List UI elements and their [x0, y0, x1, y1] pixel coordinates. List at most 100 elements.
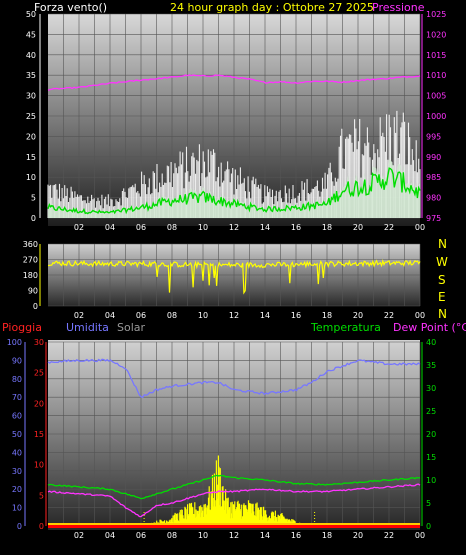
direction-xtick-14: 14: [260, 311, 270, 320]
pressure-ytick-990: 990: [426, 153, 441, 162]
direction-xtick-08: 08: [167, 311, 177, 320]
wind-ytick-5: 5: [31, 194, 36, 203]
direction-ytick-270: 270: [23, 256, 38, 265]
pressure-ytick-1005: 1005: [426, 92, 446, 101]
lower-xtick-10: 10: [198, 531, 208, 540]
lower-xtick-20: 20: [353, 531, 363, 540]
temp-ytick-35: 35: [426, 361, 436, 370]
compass-e: E: [438, 290, 446, 304]
rain-ytick-0: 0: [39, 522, 44, 531]
humidity-ytick-10: 10: [12, 504, 22, 513]
lower-xtick-04: 04: [105, 531, 115, 540]
wind-ytick-35: 35: [26, 71, 36, 80]
compass-n-top: N: [438, 237, 447, 251]
pressure-ytick-975: 975: [426, 214, 441, 223]
compass-s: S: [438, 273, 446, 287]
humidity-ytick-50: 50: [12, 430, 22, 439]
humidity-ytick-30: 30: [12, 467, 22, 476]
wind-xtick-12: 12: [229, 223, 239, 232]
temp-ytick-0: 0: [426, 522, 431, 531]
humidity-ytick-0: 0: [17, 522, 22, 531]
wind-ytick-0: 0: [31, 214, 36, 223]
lower-xtick-14: 14: [260, 531, 270, 540]
humidity-ytick-20: 20: [12, 485, 22, 494]
label-solar: Solar: [117, 321, 146, 334]
pressure-ytick-985: 985: [426, 173, 441, 182]
direction-ytick-90: 90: [28, 287, 38, 296]
direction-xtick-06: 06: [136, 311, 146, 320]
wind-ytick-45: 45: [26, 30, 36, 39]
humidity-ytick-100: 100: [7, 338, 22, 347]
humidity-ytick-40: 40: [12, 448, 22, 457]
rain-ytick-25: 25: [34, 369, 44, 378]
direction-xtick-02: 02: [74, 311, 84, 320]
pressure-ytick-1000: 1000: [426, 112, 446, 121]
rain-ytick-30: 30: [34, 338, 44, 347]
humidity-series: [47, 358, 421, 399]
direction-xtick-20: 20: [353, 311, 363, 320]
pressure-ytick-1020: 1020: [426, 30, 446, 39]
temp-ytick-25: 25: [426, 407, 436, 416]
humidity-ytick-80: 80: [12, 375, 22, 384]
wind-ytick-10: 10: [26, 173, 36, 182]
wind-xtick-06: 06: [136, 223, 146, 232]
label-rain: Pioggia: [2, 321, 42, 334]
rain-ytick-5: 5: [39, 491, 44, 500]
humidity-ytick-70: 70: [12, 393, 22, 402]
wind-ytick-20: 20: [26, 132, 36, 141]
wind-direction-series: [48, 258, 421, 295]
temperature-series: [47, 474, 421, 500]
pressure-series: [47, 74, 421, 91]
wind-ytick-25: 25: [26, 112, 36, 121]
wind-avg-series: [47, 167, 421, 215]
wind-xtick-02: 02: [74, 223, 84, 232]
pressure-ytick-1010: 1010: [426, 71, 446, 80]
header-center: 24 hour graph day : Ottobre 27 2025: [170, 1, 374, 14]
wind-xtick-20: 20: [353, 223, 363, 232]
lower-xtick-02: 02: [74, 531, 84, 540]
compass-n-bottom: N: [438, 307, 447, 321]
direction-ytick-360: 360: [23, 240, 38, 249]
temp-ytick-20: 20: [426, 430, 436, 439]
humidity-ytick-60: 60: [12, 412, 22, 421]
direction-xtick-16: 16: [291, 311, 301, 320]
lower-xtick-16: 16: [291, 531, 301, 540]
rain-ytick-20: 20: [34, 399, 44, 408]
wind-xtick-18: 18: [322, 223, 332, 232]
header-right: Pressione: [372, 1, 425, 14]
lower-xtick-22: 22: [384, 531, 394, 540]
direction-ytick-0: 0: [33, 302, 38, 311]
rain-ytick-15: 15: [34, 430, 44, 439]
lower-xtick-08: 08: [167, 531, 177, 540]
label-dewpoint: Dew Point (°C): [393, 321, 466, 334]
pressure-ytick-995: 995: [426, 132, 441, 141]
label-temperature: Temperatura: [310, 321, 381, 334]
rain-ytick-10: 10: [34, 461, 44, 470]
direction-ytick-180: 180: [23, 271, 38, 280]
lower-xtick-06: 06: [136, 531, 146, 540]
wind-xtick-14: 14: [260, 223, 270, 232]
label-humidity: Umidita: [66, 321, 109, 334]
temp-ytick-5: 5: [426, 499, 431, 508]
wind-ytick-30: 30: [26, 92, 36, 101]
wind-xtick-00: 00: [415, 223, 425, 232]
direction-xtick-12: 12: [229, 311, 239, 320]
temp-ytick-10: 10: [426, 476, 436, 485]
direction-xtick-10: 10: [198, 311, 208, 320]
pressure-ytick-1015: 1015: [426, 51, 446, 60]
lower-xtick-00: 00: [415, 531, 425, 540]
pressure-ytick-1025: 1025: [426, 10, 446, 19]
dewpoint-series: [47, 483, 421, 518]
temp-ytick-40: 40: [426, 338, 436, 347]
rain-rate-series: [48, 523, 420, 525]
wind-ytick-50: 50: [26, 10, 36, 19]
temp-ytick-30: 30: [426, 384, 436, 393]
direction-xtick-18: 18: [322, 311, 332, 320]
rain-series: [48, 525, 420, 528]
compass-w: W: [436, 255, 448, 269]
temp-ytick-15: 15: [426, 453, 436, 462]
wind-xtick-22: 22: [384, 223, 394, 232]
direction-xtick-04: 04: [105, 311, 115, 320]
